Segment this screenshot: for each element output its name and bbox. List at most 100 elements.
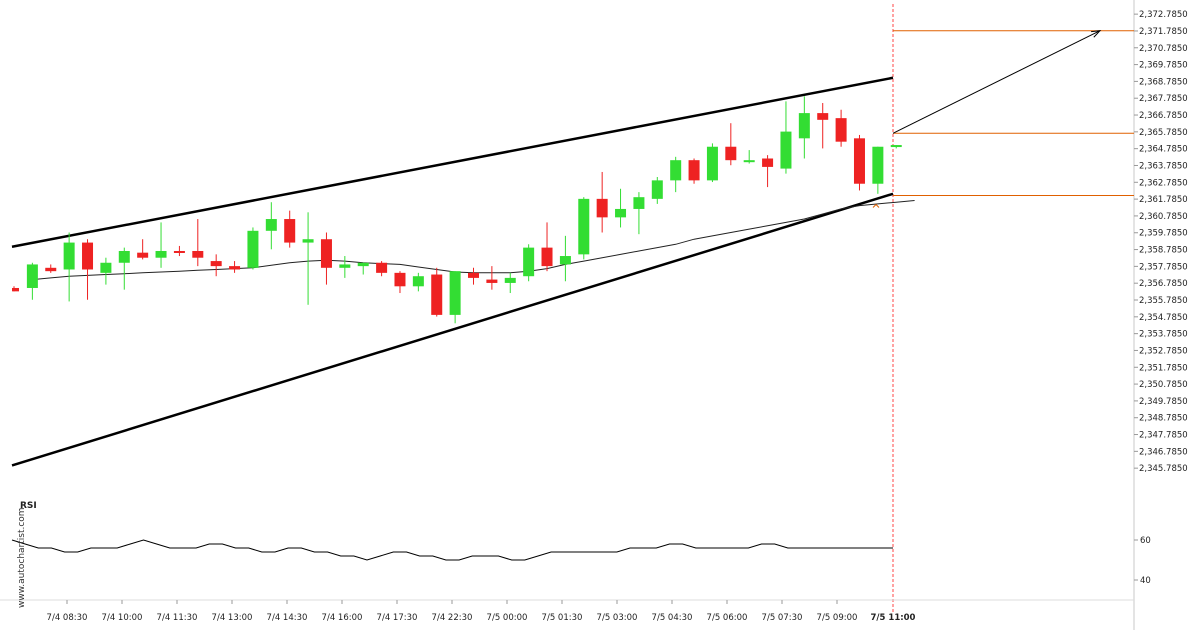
price-tick-label: 2,365.7850 xyxy=(1139,128,1188,138)
moving-average-line xyxy=(32,200,915,281)
price-tick-label: 2,368.7850 xyxy=(1139,77,1188,87)
candle-body xyxy=(284,219,296,243)
time-tick-label: 7/4 08:30 xyxy=(47,613,88,623)
candle-body xyxy=(798,113,810,139)
time-tick-label: 7/5 06:00 xyxy=(707,613,748,623)
candle-body xyxy=(118,250,130,263)
candle-body xyxy=(688,160,700,181)
candle-body xyxy=(468,272,479,278)
breakout-marker xyxy=(872,203,880,208)
candle-body xyxy=(26,264,38,288)
price-tick-label: 2,360.7850 xyxy=(1139,212,1188,222)
time-tick-label: 7/4 17:30 xyxy=(377,613,418,623)
candle-body xyxy=(431,274,443,315)
candle-body xyxy=(853,138,865,184)
price-tick-label: 2,351.7850 xyxy=(1139,363,1188,373)
candle-body xyxy=(82,242,94,270)
candle-body xyxy=(302,239,314,243)
wedge-lower-line xyxy=(11,192,894,467)
candle-body xyxy=(523,247,535,277)
price-tick-label: 2,370.7850 xyxy=(1139,44,1188,54)
candle-body xyxy=(412,276,424,287)
price-tick-label: 2,355.7850 xyxy=(1139,296,1188,306)
time-tick-label: 7/5 00:00 xyxy=(487,613,528,623)
candle-body xyxy=(100,262,112,273)
candle-body xyxy=(265,219,277,231)
candle-body xyxy=(339,264,351,268)
candle-body xyxy=(247,230,259,268)
price-tick-label: 2,354.7850 xyxy=(1139,313,1188,323)
price-tick-label: 2,361.7850 xyxy=(1139,195,1188,205)
forecast-arrow-head xyxy=(1090,30,1102,38)
candle-body xyxy=(817,113,829,120)
rsi-tick-label: 60 xyxy=(1140,536,1151,546)
candle-body xyxy=(706,146,718,181)
time-tick-label: 7/5 03:00 xyxy=(597,613,638,623)
price-tick-label: 2,362.7850 xyxy=(1139,178,1188,188)
time-tick-label: 7/4 10:00 xyxy=(102,613,143,623)
candle-body xyxy=(45,267,57,272)
rsi-panel: 60 40 xyxy=(11,536,1151,586)
candle-body xyxy=(357,262,369,267)
time-tick-label: 7/5 01:30 xyxy=(542,613,583,623)
price-tick-label: 2,364.7850 xyxy=(1139,145,1188,155)
candle-body xyxy=(762,158,774,167)
price-tick-label: 2,372.7850 xyxy=(1139,10,1188,20)
candle-body xyxy=(320,239,332,268)
candle-body xyxy=(780,131,792,169)
price-tick-label: 2,369.7850 xyxy=(1139,61,1188,71)
price-tick-label: 2,366.7850 xyxy=(1139,111,1188,121)
candle-body xyxy=(210,261,222,267)
price-tick-label: 2,357.7850 xyxy=(1139,262,1188,272)
candle-body xyxy=(541,247,553,267)
axes-layer: 2,372.7850 2,371.7850 2,370.7850 2,369.7850… xyxy=(47,10,1188,623)
candle-body xyxy=(743,160,755,163)
candle-body xyxy=(633,197,645,209)
candle-body xyxy=(872,146,884,184)
price-tick-label: 2,371.7850 xyxy=(1139,27,1188,37)
candle-body xyxy=(651,180,663,199)
candle-body xyxy=(670,160,682,181)
candle-body xyxy=(137,252,149,258)
candle-body xyxy=(486,279,498,283)
forecast-layer xyxy=(872,30,1134,208)
candle-body xyxy=(449,271,461,315)
price-tick-label: 2,348.7850 xyxy=(1139,414,1188,424)
time-tick-label: 7/4 22:30 xyxy=(432,613,473,623)
price-tick-label: 2,347.7850 xyxy=(1139,431,1188,441)
candles-layer xyxy=(12,96,902,324)
candle-body xyxy=(578,198,590,255)
pattern-layer xyxy=(11,76,894,467)
price-tick-label: 2,352.7850 xyxy=(1139,346,1188,356)
time-tick-label: 7/5 09:00 xyxy=(817,613,858,623)
price-tick-label: 2,349.7850 xyxy=(1139,397,1188,407)
price-tick-label: 2,350.7850 xyxy=(1139,380,1188,390)
price-tick-label: 2,345.7850 xyxy=(1139,464,1188,474)
time-tick-label: 7/4 14:30 xyxy=(267,613,308,623)
candle-body xyxy=(615,208,627,218)
time-tick-label: 7/4 11:30 xyxy=(157,613,198,623)
current-time-label: 7/5 11:00 xyxy=(871,613,916,623)
candle-body xyxy=(192,250,204,258)
candle-body xyxy=(394,272,406,287)
candle-body xyxy=(173,250,185,253)
price-tick-label: 2,356.7850 xyxy=(1139,279,1188,289)
price-tick-label: 2,363.7850 xyxy=(1139,161,1188,171)
candle-body xyxy=(890,145,902,148)
rsi-line xyxy=(11,539,893,561)
price-tick-label: 2,367.7850 xyxy=(1139,94,1188,104)
candle-body xyxy=(504,277,516,283)
candle-body xyxy=(596,198,608,218)
time-tick-label: 7/5 04:30 xyxy=(652,613,693,623)
candle-body xyxy=(376,262,388,273)
forecast-arrow-line xyxy=(892,30,1101,134)
watermark: www.autochartist.com xyxy=(17,507,27,608)
time-tick-label: 7/4 13:00 xyxy=(212,613,253,623)
price-tick-label: 2,353.7850 xyxy=(1139,330,1188,340)
price-tick-label: 2,346.7850 xyxy=(1139,447,1188,457)
price-tick-label: 2,359.7850 xyxy=(1139,229,1188,239)
rsi-title: RSI xyxy=(20,501,37,511)
candle-body xyxy=(835,118,847,142)
time-tick-label: 7/5 07:30 xyxy=(762,613,803,623)
